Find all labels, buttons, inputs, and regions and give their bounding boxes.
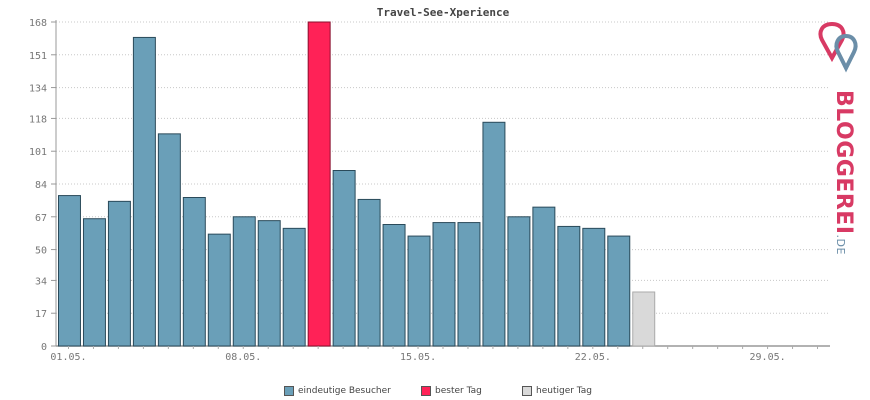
legend-swatch-visitors <box>284 386 294 396</box>
bar <box>107 200 131 347</box>
bar <box>282 227 306 347</box>
bar-today <box>632 291 656 347</box>
legend-label-today: heutiger Tag <box>536 386 593 396</box>
bar <box>332 170 356 347</box>
y-tick-label: 118 <box>29 114 47 125</box>
y-tick-label: 168 <box>29 18 47 29</box>
x-tick-label: 29.05. <box>750 352 786 363</box>
bar <box>482 121 506 347</box>
y-tick-label: 34 <box>35 276 47 287</box>
bar <box>457 222 481 347</box>
legend: eindeutige Besucher bester Tag heutiger … <box>0 386 870 398</box>
legend-item-best-day: bester Tag <box>421 386 482 396</box>
y-tick-label: 17 <box>35 309 47 320</box>
y-tick-label: 0 <box>41 342 47 353</box>
legend-label-best-day: bester Tag <box>435 386 482 396</box>
bar <box>132 36 156 347</box>
bar <box>157 133 181 347</box>
bar <box>407 235 431 347</box>
bar <box>432 222 456 347</box>
bar <box>507 216 531 347</box>
bar <box>557 225 581 347</box>
bloggerei-logo-mark-icon <box>818 21 858 73</box>
x-tick-label: 01.05. <box>50 352 86 363</box>
legend-swatch-best-day <box>421 386 431 396</box>
logo-tld-text: .DE <box>834 234 847 255</box>
chart-title: Travel-See-Xperience <box>377 6 510 19</box>
bar <box>82 218 106 347</box>
bar <box>382 224 406 347</box>
x-tick-label: 08.05. <box>225 352 261 363</box>
legend-label-visitors: eindeutige Besucher <box>298 386 391 396</box>
y-tick-label: 151 <box>29 51 47 62</box>
legend-item-visitors: eindeutige Besucher <box>284 386 391 396</box>
bar <box>532 206 556 347</box>
legend-swatch-today <box>522 386 532 396</box>
legend-item-today: heutiger Tag <box>522 386 592 396</box>
logo-main-text: BLOGGEREI <box>831 90 856 235</box>
bar <box>207 233 231 347</box>
y-tick-label: 50 <box>35 246 47 257</box>
bar-best-day <box>307 21 331 347</box>
bar <box>582 227 606 347</box>
bar <box>58 195 81 347</box>
y-tick-label: 84 <box>35 180 47 191</box>
bar <box>257 220 281 347</box>
y-tick-label: 67 <box>35 213 47 224</box>
bar <box>607 235 631 347</box>
y-tick-label: 134 <box>29 84 47 95</box>
bar <box>232 216 256 347</box>
bar <box>357 198 381 347</box>
x-tick-label: 15.05. <box>400 352 436 363</box>
bloggerei-logo: BLOGGEREI.DE <box>812 18 870 255</box>
bloggerei-logo-text: BLOGGEREI.DE <box>831 90 856 255</box>
x-tick-label: 22.05. <box>575 352 611 363</box>
y-tick-label: 101 <box>29 147 47 158</box>
bar <box>182 197 206 347</box>
